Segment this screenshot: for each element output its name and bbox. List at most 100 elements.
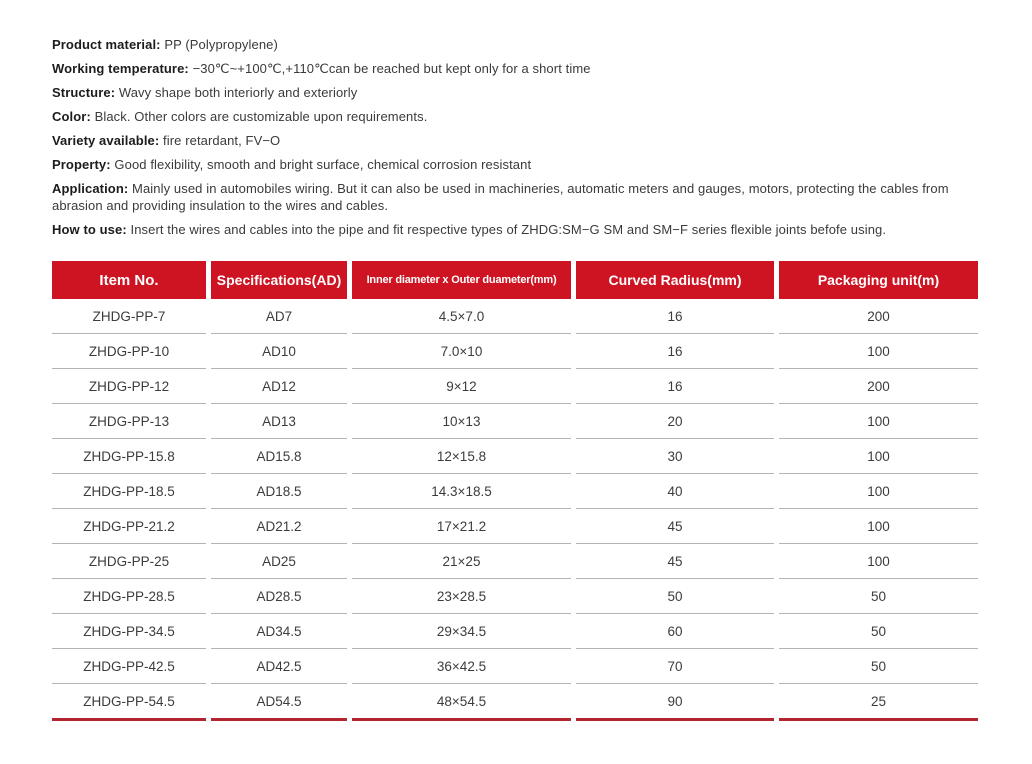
table-row: ZHDG-PP-15.8 AD15.8 12×15.8 30 100: [52, 439, 978, 474]
column-header: Curved Radius(mm): [576, 261, 774, 299]
spec-line: Working temperature: −30℃~+100℃,+110℃can…: [52, 60, 980, 77]
table-cell: AD25: [211, 544, 347, 579]
column-header: Specifications(AD): [211, 261, 347, 299]
table-cell: 50: [779, 614, 978, 649]
table-cell: ZHDG-PP-7: [52, 299, 206, 334]
table-cell: 17×21.2: [352, 509, 571, 544]
spec-text: Mainly used in automobiles wiring. But i…: [52, 181, 949, 213]
spec-text: Insert the wires and cables into the pip…: [130, 222, 887, 237]
spec-line: Product material: PP (Polypropylene): [52, 36, 980, 53]
table-cell: 100: [779, 439, 978, 474]
table-cell: AD34.5: [211, 614, 347, 649]
table-row: ZHDG-PP-10 AD10 7.0×10 16 100: [52, 334, 978, 369]
table-cell: AD18.5: [211, 474, 347, 509]
table-cell: 7.0×10: [352, 334, 571, 369]
table-cell: AD15.8: [211, 439, 347, 474]
table-cell: 50: [779, 649, 978, 684]
spec-label: Product material:: [52, 37, 161, 52]
spec-text: Wavy shape both interiorly and exteriorl…: [118, 85, 358, 100]
table-cell: 90: [576, 684, 774, 721]
table-row: ZHDG-PP-18.5 AD18.5 14.3×18.5 40 100: [52, 474, 978, 509]
table-cell: 9×12: [352, 369, 571, 404]
table-cell: 4.5×7.0: [352, 299, 571, 334]
spec-text: −30℃~+100℃,+110℃can be reached but kept …: [192, 61, 591, 76]
table-row: ZHDG-PP-21.2 AD21.2 17×21.2 45 100: [52, 509, 978, 544]
spec-text: fire retardant, FV−O: [163, 133, 281, 148]
table-cell: 21×25: [352, 544, 571, 579]
table-cell: AD28.5: [211, 579, 347, 614]
spec-label: Variety available:: [52, 133, 160, 148]
table-cell: 29×34.5: [352, 614, 571, 649]
table-cell: 40: [576, 474, 774, 509]
table-cell: 23×28.5: [352, 579, 571, 614]
table-cell: 200: [779, 369, 978, 404]
table-cell: 60: [576, 614, 774, 649]
table-cell: ZHDG-PP-28.5: [52, 579, 206, 614]
table-cell: AD13: [211, 404, 347, 439]
spec-table: Item No. Specifications(AD) Inner diameter…: [52, 261, 978, 721]
table-cell: 100: [779, 544, 978, 579]
table-cell: 200: [779, 299, 978, 334]
table-row: ZHDG-PP-25 AD25 21×25 45 100: [52, 544, 978, 579]
table-cell: AD10: [211, 334, 347, 369]
spec-text: Good flexibility, smooth and bright surf…: [114, 157, 532, 172]
table-cell: 25: [779, 684, 978, 721]
spec-label: Application:: [52, 181, 129, 196]
table-row: ZHDG-PP-42.5 AD42.5 36×42.5 70 50: [52, 649, 978, 684]
spec-line: Application: Mainly used in automobiles …: [52, 180, 980, 214]
table-cell: 100: [779, 334, 978, 369]
table-cell: 100: [779, 404, 978, 439]
table-cell: ZHDG-PP-12: [52, 369, 206, 404]
table-cell: ZHDG-PP-25: [52, 544, 206, 579]
spec-label: How to use:: [52, 222, 127, 237]
table-cell: AD7: [211, 299, 347, 334]
table-cell: AD12: [211, 369, 347, 404]
table-cell: 48×54.5: [352, 684, 571, 721]
spec-text: PP (Polypropylene): [164, 37, 278, 52]
table-cell: ZHDG-PP-34.5: [52, 614, 206, 649]
column-header: Inner diameter x Outer duameter(mm): [352, 261, 571, 299]
table-cell: ZHDG-PP-13: [52, 404, 206, 439]
spec-label: Working temperature:: [52, 61, 189, 76]
table-body: ZHDG-PP-7 AD7 4.5×7.0 16 200 ZHDG-PP-10 AD10 7.…: [52, 299, 978, 721]
spec-line: Color: Black. Other colors are customiza…: [52, 108, 980, 125]
spec-label: Color:: [52, 109, 91, 124]
table-cell: 10×13: [352, 404, 571, 439]
table-header-row: Item No. Specifications(AD) Inner diameter…: [52, 261, 978, 299]
table-row: ZHDG-PP-34.5 AD34.5 29×34.5 60 50: [52, 614, 978, 649]
table-cell: 45: [576, 544, 774, 579]
table-cell: ZHDG-PP-54.5: [52, 684, 206, 721]
table-cell: 50: [779, 579, 978, 614]
spec-line: How to use: Insert the wires and cables …: [52, 221, 980, 238]
column-header: Packaging unit(m): [779, 261, 978, 299]
spec-label: Structure:: [52, 85, 116, 100]
table-cell: 16: [576, 334, 774, 369]
table-row: ZHDG-PP-12 AD12 9×12 16 200: [52, 369, 978, 404]
spec-label: Property:: [52, 157, 111, 172]
table-cell: AD42.5: [211, 649, 347, 684]
table-cell: 100: [779, 474, 978, 509]
table-cell: 20: [576, 404, 774, 439]
table-cell: ZHDG-PP-18.5: [52, 474, 206, 509]
table-row: ZHDG-PP-7 AD7 4.5×7.0 16 200: [52, 299, 978, 334]
column-header: Item No.: [52, 261, 206, 299]
table-row: ZHDG-PP-54.5 AD54.5 48×54.5 90 25: [52, 684, 978, 721]
table-cell: 100: [779, 509, 978, 544]
product-specs: Product material: PP (Polypropylene) Work…: [52, 36, 980, 238]
table-cell: AD54.5: [211, 684, 347, 721]
table-cell: ZHDG-PP-21.2: [52, 509, 206, 544]
table-cell: AD21.2: [211, 509, 347, 544]
table-cell: ZHDG-PP-42.5: [52, 649, 206, 684]
spec-line: Structure: Wavy shape both interiorly an…: [52, 84, 980, 101]
spec-text: Black. Other colors are customizable upo…: [94, 109, 428, 124]
table-cell: ZHDG-PP-10: [52, 334, 206, 369]
table-cell: ZHDG-PP-15.8: [52, 439, 206, 474]
table-cell: 30: [576, 439, 774, 474]
table-cell: 70: [576, 649, 774, 684]
table-cell: 45: [576, 509, 774, 544]
table-cell: 12×15.8: [352, 439, 571, 474]
table-cell: 16: [576, 299, 774, 334]
spec-line: Property: Good flexibility, smooth and b…: [52, 156, 980, 173]
table-cell: 36×42.5: [352, 649, 571, 684]
